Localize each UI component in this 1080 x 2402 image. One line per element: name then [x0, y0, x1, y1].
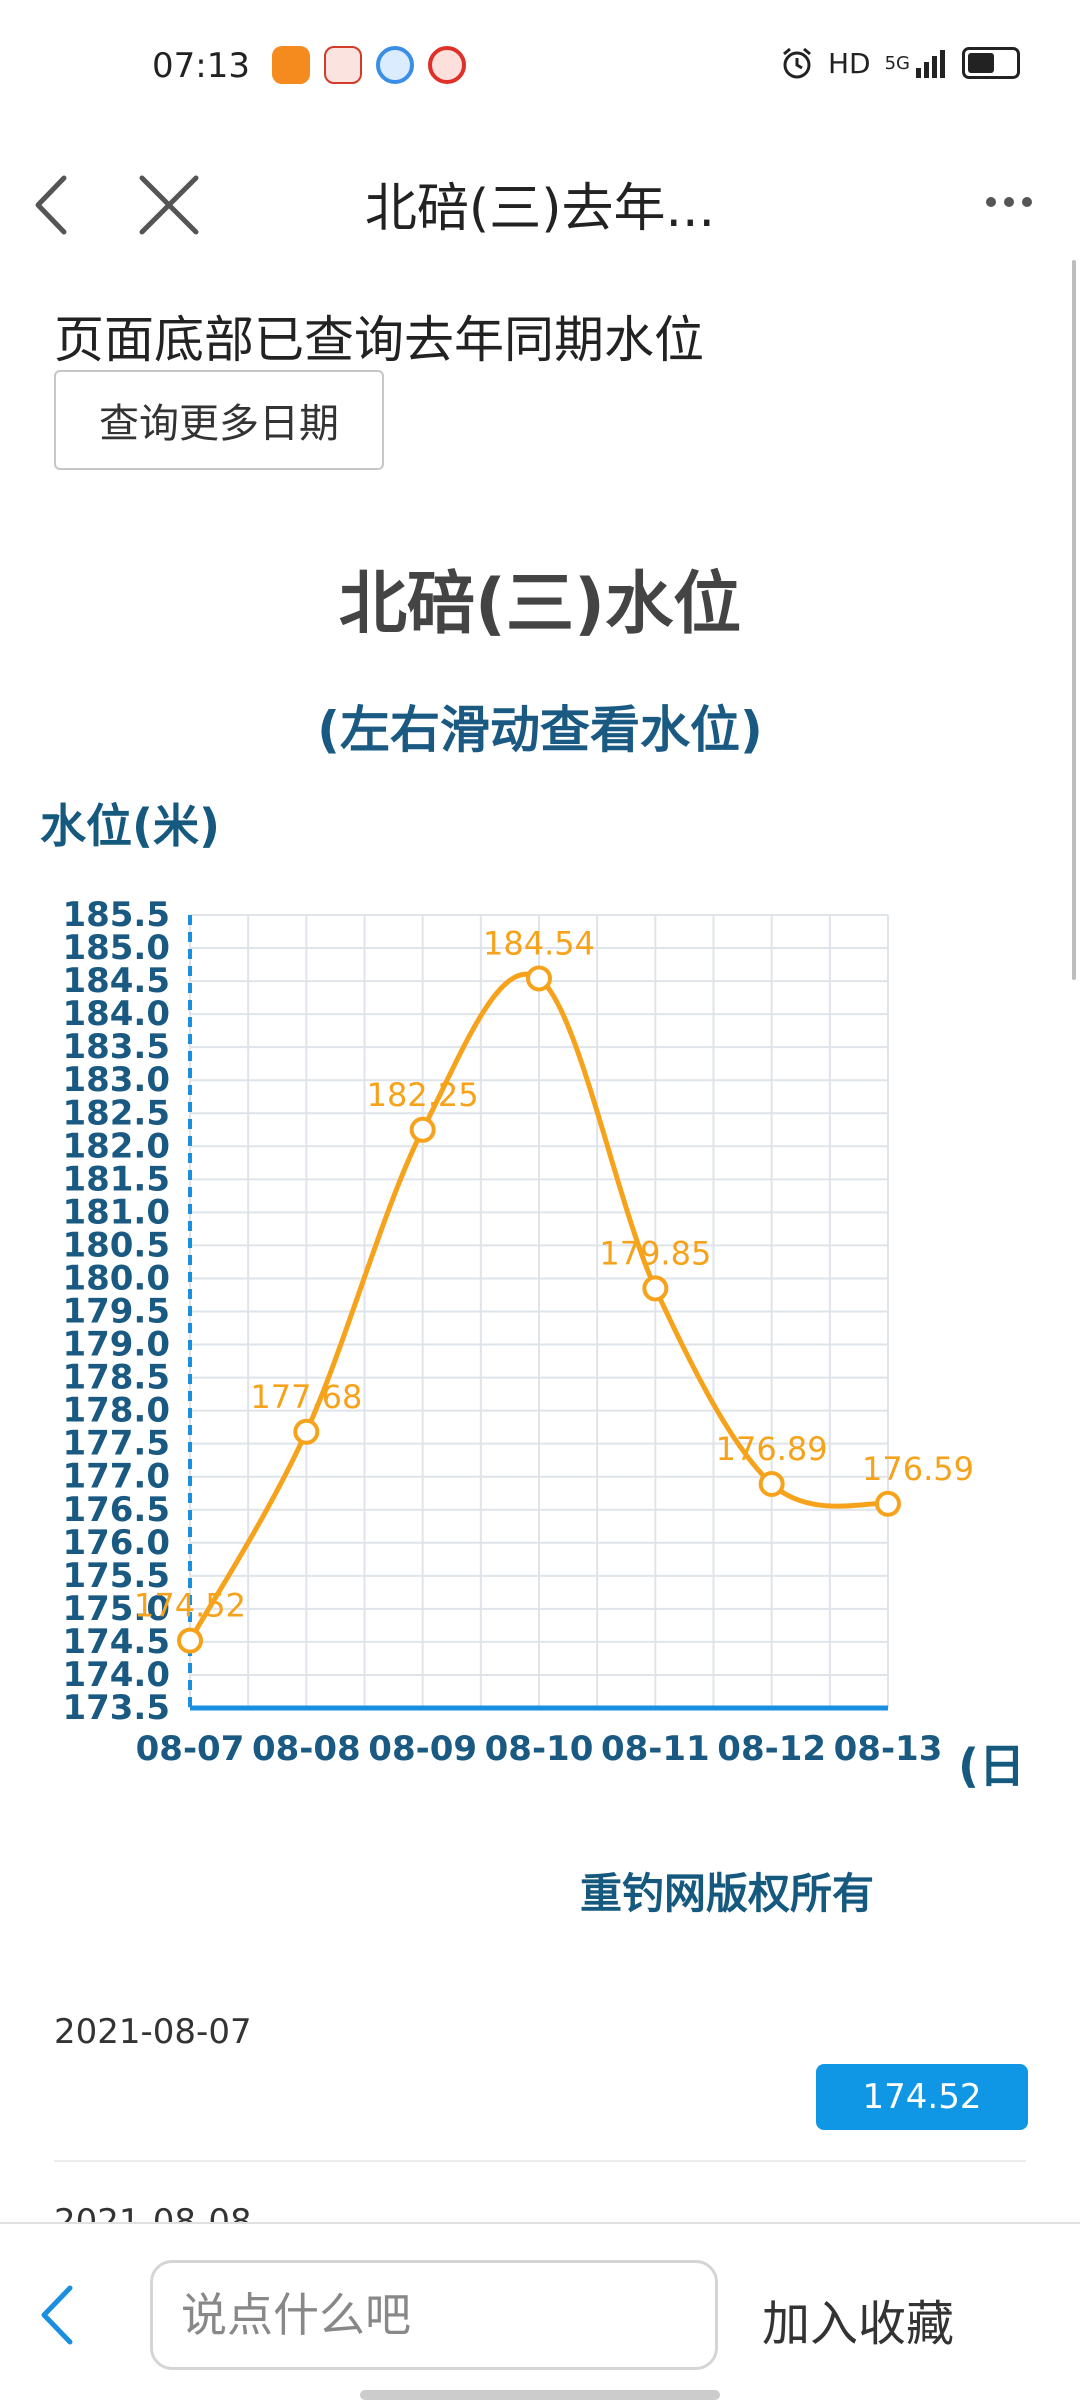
data-label: 184.54 — [483, 924, 595, 962]
status-indicators: HD 5G — [780, 46, 1020, 80]
data-point — [875, 1490, 901, 1517]
x-tick-label: 08-13 — [834, 1729, 943, 1769]
data-point — [758, 1470, 785, 1497]
y-axis-label: 水位(米) — [40, 799, 221, 853]
status-bar: 07:13 HD 5G — [0, 0, 1080, 140]
data-label: 182.25 — [367, 1076, 479, 1114]
query-more-dates-button[interactable]: 查询更多日期 — [54, 370, 384, 470]
y-tick-label: 177.0 — [62, 1457, 170, 1497]
water-level-chart[interactable]: 173.5174.0174.5175.0175.5176.0176.5177.0… — [0, 860, 1080, 1780]
y-tick-label: 175.0 — [62, 1589, 170, 1629]
y-tick-label: 177.5 — [62, 1424, 170, 1464]
notice-text: 页面底部已查询去年同期水位 — [54, 311, 704, 369]
y-tick-label: 185.0 — [62, 928, 170, 968]
home-indicator[interactable] — [360, 2390, 720, 2400]
data-point — [177, 1627, 203, 1654]
y-tick-label: 184.5 — [62, 961, 170, 1001]
data-point — [293, 1418, 320, 1445]
nav-bar: 北碚(三)去年... — [0, 140, 1080, 270]
back-arrow-icon[interactable] — [30, 2280, 90, 2350]
y-tick-label: 179.0 — [62, 1325, 170, 1365]
y-tick-label: 180.0 — [62, 1258, 170, 1298]
alarm-icon — [783, 47, 811, 79]
hd-indicator: HD — [827, 46, 871, 80]
y-tick-label: 184.0 — [62, 994, 170, 1034]
y-tick-label: 176.0 — [62, 1523, 170, 1563]
divider — [54, 2160, 1026, 2162]
y-tick-label: 174.5 — [62, 1622, 170, 1662]
y-tick-label: 182.0 — [62, 1126, 170, 1166]
y-tick-label: 178.0 — [62, 1391, 170, 1431]
x-tick-label: 08-08 — [252, 1729, 361, 1769]
y-tick-label: 182.5 — [62, 1093, 170, 1133]
qq-browser-icon — [376, 46, 414, 84]
y-tick-label: 178.5 — [62, 1358, 170, 1398]
page-title: 北碚(三)去年... — [364, 179, 716, 239]
x-axis-unit: (日 — [958, 1739, 1026, 1793]
scrollbar — [1072, 260, 1076, 980]
uc-browser-icon — [272, 46, 310, 84]
status-app-icons — [272, 46, 466, 84]
comment-input[interactable] — [150, 2260, 718, 2370]
y-tick-label: 176.5 — [62, 1490, 170, 1530]
add-favorite-button[interactable]: 加入收藏 — [762, 2296, 955, 2352]
data-point — [642, 1275, 669, 1302]
copyright-text: 重钓网版权所有 — [580, 1869, 875, 1918]
x-tick-label: 08-10 — [485, 1729, 594, 1769]
y-tick-label: 175.5 — [62, 1556, 170, 1596]
bottom-bar: 加入收藏 — [0, 2222, 1080, 2402]
record-value-badge: 174.52 — [816, 2064, 1028, 2130]
battery-icon — [962, 47, 1020, 79]
y-tick-label: 179.5 — [62, 1292, 170, 1332]
y-tick-label: 181.5 — [62, 1159, 170, 1199]
y-tick-label: 185.5 — [62, 895, 170, 935]
x-tick-label: 08-11 — [601, 1729, 710, 1769]
close-icon[interactable] — [132, 168, 206, 242]
data-label: 174.52 — [134, 1587, 246, 1625]
weibo-icon — [428, 46, 466, 84]
y-tick-label: 180.5 — [62, 1225, 170, 1265]
back-icon[interactable] — [22, 170, 92, 240]
data-label: 176.59 — [862, 1450, 974, 1488]
x-tick-label: 08-09 — [368, 1729, 477, 1769]
data-point — [409, 1116, 436, 1143]
data-label: 176.89 — [716, 1430, 828, 1468]
chart-subtitle: (左右滑动查看水位) — [317, 701, 763, 759]
x-tick-label: 08-07 — [136, 1729, 245, 1769]
more-menu-icon[interactable] — [974, 172, 1044, 232]
network-type: 5G — [884, 52, 910, 74]
data-label: 177.68 — [250, 1378, 362, 1416]
xuexi-icon — [324, 46, 362, 84]
status-time: 07:13 — [152, 46, 250, 86]
signal-icon — [916, 50, 945, 78]
y-tick-label: 183.5 — [62, 1027, 170, 1067]
y-tick-label: 181.0 — [62, 1192, 170, 1232]
data-label: 179.85 — [599, 1234, 711, 1272]
x-tick-label: 08-12 — [717, 1729, 826, 1769]
y-tick-label: 174.0 — [62, 1655, 170, 1695]
y-tick-label: 173.5 — [62, 1688, 170, 1728]
data-point — [526, 965, 552, 992]
record-date: 2021-08-07 — [54, 2012, 252, 2052]
chart-title: 北碚(三)水位 — [338, 565, 742, 644]
y-tick-label: 183.0 — [62, 1060, 170, 1100]
